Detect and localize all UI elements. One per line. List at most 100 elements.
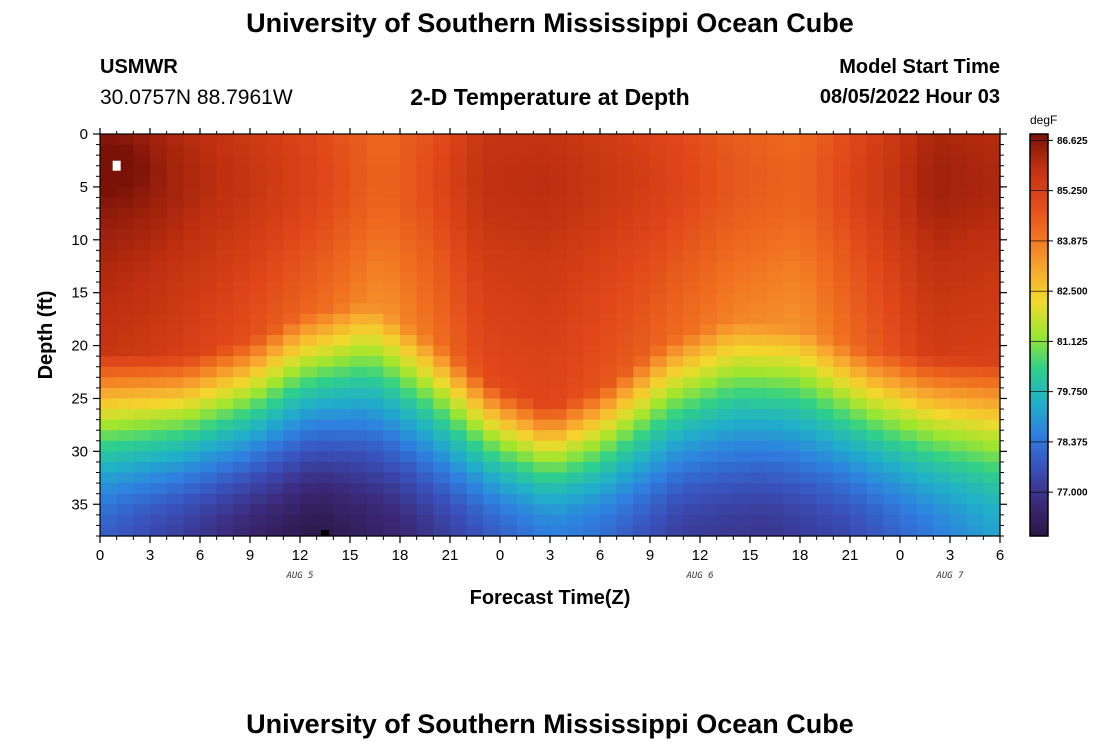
heatmap-cell [750,282,768,294]
heatmap-cell [950,271,968,283]
heatmap-cell [900,504,918,516]
heatmap-cell [333,197,351,209]
heatmap-cell [700,398,718,410]
heatmap-cell [633,356,651,368]
heatmap-cell [633,271,651,283]
heatmap-cell [483,313,501,326]
heatmap-cell [366,409,384,421]
heatmap-cell [850,493,868,505]
heatmap-cell [850,504,868,516]
heatmap-cell [900,387,918,400]
heatmap-cell [933,525,951,537]
heatmap-cell [500,504,518,516]
heatmap-cell [583,176,601,188]
heatmap-cell [283,176,301,188]
heatmap-cell [166,282,184,294]
heatmap-cell [100,377,118,389]
heatmap-cell [466,409,484,421]
heatmap-cell [316,313,334,326]
heatmap-cell [150,472,168,484]
heatmap-cell [116,134,134,146]
heatmap-cell [250,144,268,156]
heatmap-cell [550,155,568,167]
heatmap-cell [983,229,1001,241]
heatmap-cell [566,144,584,156]
heatmap-cell [116,260,134,273]
heatmap-cell [716,440,734,452]
heatmap-cell [133,134,151,146]
heatmap-cell [766,419,784,431]
heatmap-cell [666,409,684,421]
heatmap-cell [600,271,618,283]
heatmap-cell [483,387,501,400]
heatmap-cell [416,430,434,442]
heatmap-cell [433,419,451,431]
heatmap-cell [866,419,884,431]
heatmap-cell [933,440,951,452]
heatmap-cell [316,176,334,188]
heatmap-cell [950,356,968,368]
heatmap-cell [983,134,1001,146]
heatmap-cell [766,366,784,378]
heatmap-cell [533,271,551,283]
heatmap-cell [416,356,434,368]
heatmap-cell [766,461,784,474]
heatmap-cell [550,483,568,495]
heatmap-cell [316,387,334,400]
heatmap-cell [750,176,768,188]
heatmap-cell [833,335,851,347]
heatmap-cell [200,493,218,505]
heatmap-cell [583,356,601,368]
heatmap-cell [750,144,768,156]
heatmap-cell [416,144,434,156]
heatmap-cell [266,504,284,516]
heatmap-cell [933,260,951,273]
heatmap-cell [650,483,668,495]
heatmap-cell [500,324,518,336]
heatmap-cell [166,239,184,251]
heatmap-cell [266,398,284,410]
heatmap-cell [883,493,901,505]
heatmap-cell [533,186,551,199]
heatmap-cell [383,504,401,516]
heatmap-cell [633,335,651,347]
heatmap-cell [716,472,734,484]
heatmap-cell [183,197,201,209]
heatmap-cell [466,514,484,527]
heatmap-cell [783,493,801,505]
heatmap-cell [316,271,334,283]
heatmap-cell [633,409,651,421]
heatmap-cell [766,208,784,220]
heatmap-cell [866,176,884,188]
heatmap-cell [950,239,968,251]
heatmap-cell [216,186,234,199]
heatmap-cell [466,292,484,304]
heatmap-cell [983,282,1001,294]
heatmap-cell [133,144,151,156]
heatmap-cell [883,440,901,452]
heatmap-cell [133,366,151,378]
heatmap-cell [600,324,618,336]
heatmap-cell [150,430,168,442]
heatmap-cell [883,409,901,421]
heatmap-cell [800,440,818,452]
heatmap-cell [250,292,268,304]
heatmap-cell [516,440,534,452]
heatmap-cell [116,451,134,463]
heatmap-cell [216,324,234,336]
heatmap-cell [400,483,418,495]
heatmap-cell [733,186,751,199]
heatmap-cell [333,218,351,230]
heatmap-cell [650,282,668,294]
heatmap-cell [883,356,901,368]
heatmap-cell [416,461,434,474]
heatmap-cell [850,165,868,177]
heatmap-cell [300,377,318,389]
heatmap-cell [500,313,518,326]
heatmap-cell [100,155,118,167]
heatmap-cell [666,504,684,516]
heatmap-cell [716,525,734,537]
heatmap-cell [783,440,801,452]
heatmap-cell [966,493,984,505]
heatmap-cell [700,525,718,537]
